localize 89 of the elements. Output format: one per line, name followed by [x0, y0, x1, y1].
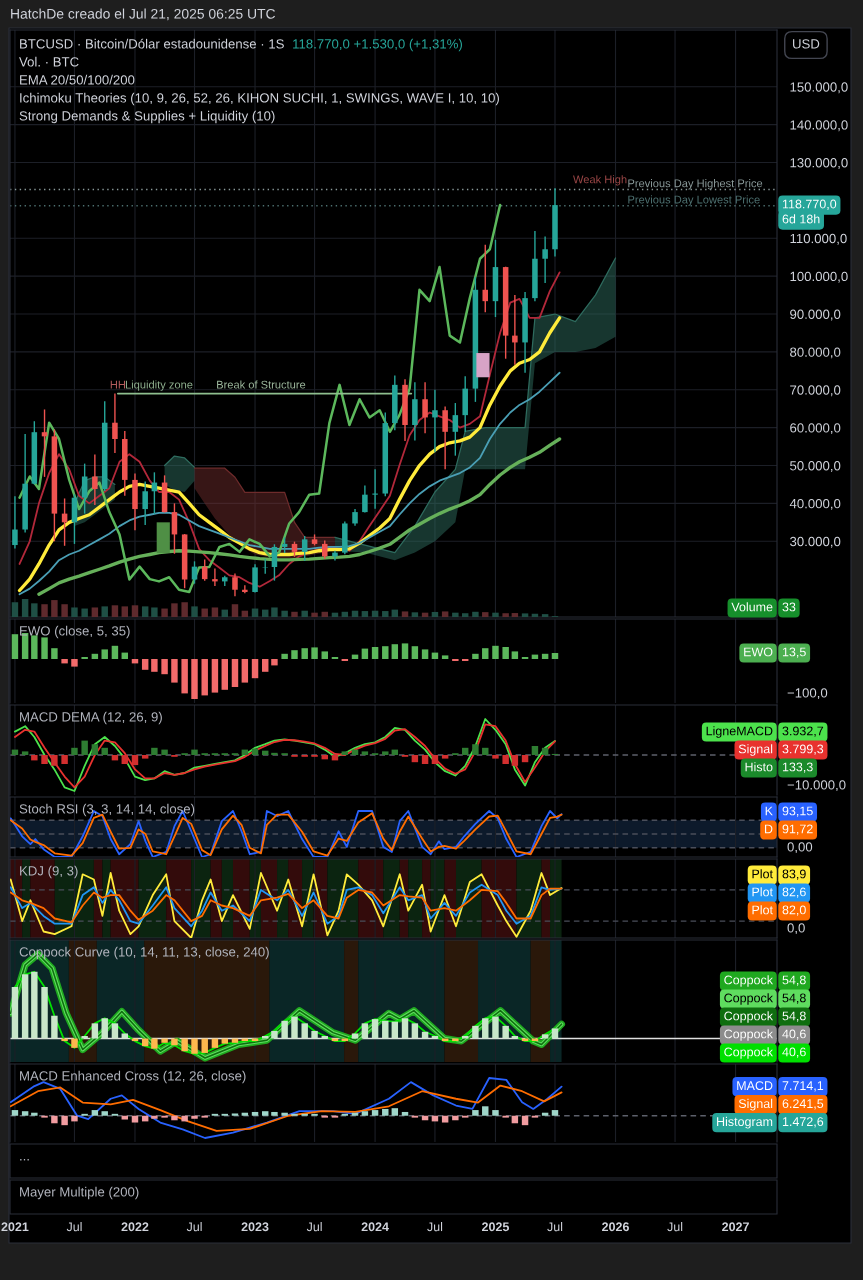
text: 82,0	[782, 905, 806, 916]
annotation: Strong Demands & Supplies + Liquidity (10)	[19, 110, 275, 124]
legend-label: Coppock	[724, 975, 774, 987]
text: Mayer Multiple (200)	[20, 1186, 139, 1200]
annotation: Liquidity zone	[125, 380, 193, 391]
legend-label: Plot	[752, 869, 773, 879]
x-tick-label: 2027	[722, 1222, 749, 1232]
y-tick-label: 60.000,0	[790, 423, 841, 435]
text: 3.799,3	[782, 744, 824, 755]
annotation: Vol. · BTC	[19, 56, 79, 67]
legend-label: MACD	[737, 1081, 773, 1091]
y-tick-label: 30.000,0	[790, 536, 841, 548]
y-tick-label: 150.000,0	[790, 82, 848, 94]
text: 7.714,1	[782, 1081, 824, 1092]
text: 91,72	[782, 824, 813, 835]
text: 118.770,0	[782, 199, 837, 210]
text: 3.932,7	[782, 726, 824, 737]
text: 40,6	[782, 1047, 806, 1058]
text: 82,6	[782, 887, 806, 898]
chart-title: KDJ (9, 3)	[20, 865, 78, 879]
y-tick-label: 40.000,0	[789, 498, 841, 510]
text: 13,5	[782, 647, 806, 658]
x-tick-label: 2026	[602, 1222, 629, 1232]
text: 1.472,6	[782, 1117, 824, 1128]
y-tick-label: 70.000,0	[790, 385, 841, 397]
text: Histogram	[717, 1116, 773, 1129]
x-tick-label: 2021	[1, 1222, 29, 1232]
y-tick-label: 130.000,0	[790, 158, 848, 170]
legend-label: Plot	[752, 887, 773, 897]
text: 33	[782, 602, 796, 612]
text: 0,00	[787, 842, 813, 854]
x-tick-label: Jul	[306, 1222, 322, 1232]
text: 6d 18h	[782, 214, 820, 224]
y-tick-label: 50.000,0	[790, 461, 841, 472]
y-tick-label: 110.000,0	[790, 233, 847, 245]
text: Coppock	[724, 1029, 774, 1041]
annotation: Weak High	[573, 175, 627, 186]
text: HatchDe creado el Jul 21, 2025 06:25 UTC	[11, 8, 276, 21]
text: 54,8	[782, 975, 806, 986]
legend-label: Plot	[752, 905, 773, 915]
chart-title: Stoch RSI (3, 3, 14, 14, close)	[19, 803, 195, 817]
x-tick-label: Jul	[427, 1222, 443, 1232]
legend-label: Signal	[738, 744, 773, 756]
text: BTCUSD · Bitcoin/Dólar estadounidense · 1S	[20, 38, 284, 49]
x-tick-label: Jul	[547, 1222, 563, 1232]
x-tick-label: 2023	[241, 1222, 269, 1232]
y-tick-label: 80.000,0	[790, 347, 841, 359]
chart-title: MACD DEMA (12, 26, 9)	[20, 711, 162, 725]
text: 6.241,5	[782, 1099, 824, 1110]
x-tick-label: 2022	[121, 1222, 149, 1232]
text: −100,0	[787, 688, 828, 700]
legend-label: EWO	[744, 647, 773, 657]
text: Histo	[745, 762, 773, 772]
legend-label: Coppock	[724, 1047, 774, 1059]
text: USD	[793, 39, 820, 49]
legend-label: LigneMACD	[706, 726, 773, 738]
x-tick-label: Jul	[66, 1222, 82, 1232]
y-tick-label: 90.000,0	[790, 309, 841, 321]
text: Volume	[731, 602, 773, 612]
text: 54,8	[782, 1011, 806, 1022]
legend-label: K	[765, 806, 773, 816]
text: 133,3	[782, 762, 813, 773]
x-tick-label: Jul	[186, 1222, 202, 1232]
text: 0,0	[787, 923, 805, 935]
text: −10.000,0	[787, 780, 846, 792]
text: 93,15	[782, 806, 813, 817]
x-tick-label: 2025	[481, 1222, 510, 1232]
text: 118.770,0 +1.530,0 (+1,31%)	[293, 38, 462, 52]
annotation: Ichimoku Theories (10, 9, 26, 52, 26, KIHON SUCHI, 1, SWINGS, WAVE I, 10, 10)	[20, 92, 499, 106]
text: ...	[20, 1159, 29, 1161]
ref-line-label: Previous Day Lowest Price	[628, 195, 760, 206]
chart-title: EWO (close, 5, 35)	[20, 625, 130, 639]
chart-title: Coppock Curve (10, 14, 11, 13, close, 240)	[19, 946, 269, 960]
ref-line-label: Previous Day Highest Price	[628, 179, 763, 190]
legend-label: Signal	[738, 1098, 773, 1111]
x-tick-label: Jul	[667, 1222, 683, 1232]
x-tick-label: 2024	[361, 1222, 389, 1232]
text: 40,6	[782, 1029, 806, 1040]
text: 83,9	[782, 869, 806, 880]
text: 54,8	[782, 993, 806, 1004]
legend-label: D	[765, 824, 773, 834]
annotation: Break of Structure	[217, 380, 306, 389]
legend-label: Coppock	[724, 993, 774, 1005]
annotation: HH	[110, 380, 125, 389]
legend-label: Coppock	[724, 1011, 774, 1023]
annotation: EMA 20/50/100/200	[20, 74, 135, 85]
chart-title: MACD Enhanced Cross (12, 26, close)	[20, 1070, 246, 1084]
y-tick-label: 100.000,0	[790, 271, 848, 283]
y-tick-label: 140.000,0	[790, 120, 848, 132]
